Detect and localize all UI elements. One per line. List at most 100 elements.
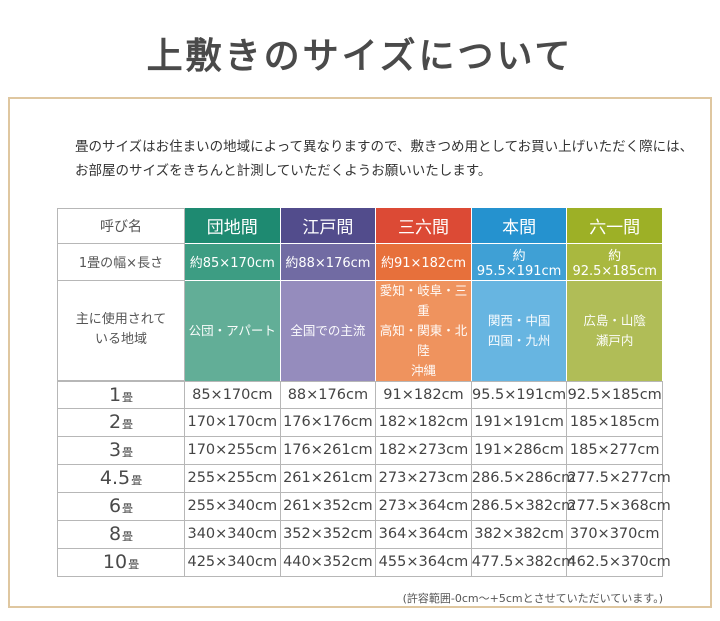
value-cell: 255×340cm [185, 492, 281, 521]
value-cell: 340×340cm [185, 520, 281, 549]
content-box: 畳のサイズはお住まいの地域によって異なりますので、敷きつめ用としてお買い上げいた… [8, 97, 712, 608]
row-label: 10畳 [57, 548, 185, 577]
region-line: 広島・山陰 [583, 312, 646, 328]
value-cell: 85×170cm [185, 380, 281, 409]
region-cell: 公団・アパート [185, 280, 281, 381]
row-label: 3畳 [57, 436, 185, 465]
value-cell: 191×191cm [471, 408, 568, 437]
row-label: 8畳 [57, 520, 185, 549]
row-label: 2畳 [57, 408, 185, 437]
region-row: 主に使用されて いる地域 公団・アパート 全国での主流 愛知・岐阜・三重 高知・… [57, 280, 663, 381]
value-cell: 170×170cm [185, 408, 281, 437]
row-label-unit: 畳 [122, 446, 134, 460]
region-cell: 関西・中国 四国・九州 [471, 280, 568, 381]
region-line: 瀬戸内 [595, 332, 634, 348]
value-cell: 261×352cm [280, 492, 377, 521]
intro-text: 畳のサイズはお住まいの地域によって異なりますので、敷きつめ用としてお買い上げいた… [75, 135, 694, 184]
row-label: 6畳 [57, 492, 185, 521]
row-label-unit: 畳 [122, 418, 134, 432]
region-line: 四国・九州 [487, 332, 551, 348]
region-line: 沖縄 [410, 362, 436, 378]
row-label-unit: 畳 [122, 502, 134, 516]
value-cell: 440×352cm [280, 548, 377, 577]
table-row-8jo: 8畳 340×340cm 352×352cm 364×364cm 382×382… [57, 520, 663, 549]
row-label-number: 10 [102, 551, 128, 574]
size-cell: 約95.5×191cm [471, 243, 568, 281]
region-row-label: 主に使用されて いる地域 [57, 280, 185, 381]
region-cell: 愛知・岐阜・三重 高知・関東・北陸 沖縄 [376, 280, 472, 381]
value-cell: 462.5×370cm [567, 548, 671, 577]
row-label: 4.5畳 [57, 464, 185, 493]
column-header-honma: 本間 [471, 207, 568, 244]
table-row-2jo: 2畳 170×170cm 176×176cm 182×182cm 191×191… [57, 408, 663, 437]
value-cell: 273×364cm [376, 492, 472, 521]
value-cell: 88×176cm [280, 380, 377, 409]
row-label-number: 2 [108, 411, 122, 434]
size-cell: 約91×182cm [376, 243, 472, 281]
table-row-1jo: 1畳 85×170cm 88×176cm 91×182cm 95.5×191cm… [57, 380, 663, 409]
page-title: 上敷きのサイズについて [146, 35, 574, 77]
region-cell: 全国での主流 [280, 280, 377, 381]
size-cell: 約88×176cm [280, 243, 377, 281]
row-label-unit: 畳 [131, 474, 143, 488]
row-label-number: 3 [108, 439, 122, 462]
value-cell: 176×176cm [280, 408, 377, 437]
row-label-unit: 畳 [122, 390, 134, 404]
tolerance-footnote: (許容範囲-0cm〜+5cmとさせていただいています。) [402, 591, 663, 605]
value-cell: 477.5×382cm [471, 548, 575, 577]
size-row-label: 1畳の幅×長さ [57, 243, 185, 281]
value-cell: 185×185cm [567, 408, 663, 437]
value-cell: 95.5×191cm [471, 380, 568, 409]
value-cell: 352×352cm [280, 520, 377, 549]
row-label: 1畳 [57, 380, 185, 409]
size-cell: 約85×170cm [185, 243, 281, 281]
value-cell: 277.5×277cm [567, 464, 671, 493]
row-label-unit: 畳 [122, 530, 134, 544]
value-cell: 255×255cm [185, 464, 281, 493]
intro-line-2: お部屋のサイズをきちんと計測していただくようお願いいたします。 [75, 163, 492, 180]
row-label-number: 4.5 [99, 467, 131, 490]
region-cell: 広島・山陰 瀬戸内 [567, 280, 663, 381]
row-label-number: 6 [108, 495, 122, 518]
value-cell: 382×382cm [471, 520, 568, 549]
column-header-rokuichima: 六一間 [567, 207, 663, 244]
corner-label: 呼び名 [57, 207, 185, 244]
one-mat-size-row: 1畳の幅×長さ 約85×170cm 約88×176cm 約91×182cm 約9… [57, 243, 663, 281]
table-row-4-5jo: 4.5畳 255×255cm 261×261cm 273×273cm 286.5… [57, 464, 671, 493]
value-cell: 92.5×185cm [567, 380, 663, 409]
row-label-number: 1 [108, 383, 122, 406]
table-row-3jo: 3畳 170×255cm 176×261cm 182×273cm 191×286… [57, 436, 663, 465]
size-cell: 約92.5×185cm [567, 243, 663, 281]
value-cell: 364×364cm [376, 520, 472, 549]
value-cell: 286.5×382cm [471, 492, 575, 521]
intro-line-1: 畳のサイズはお住まいの地域によって異なりますので、敷きつめ用としてお買い上げいた… [75, 139, 694, 155]
value-cell: 425×340cm [185, 548, 281, 577]
region-line: 公団・アパート [188, 322, 276, 338]
value-cell: 191×286cm [471, 436, 568, 465]
region-line: 高知・関東・北陸 [379, 322, 468, 358]
header-row: 呼び名 団地間 江戸間 三六間 本間 六一間 [57, 207, 663, 244]
value-cell: 277.5×368cm [567, 492, 671, 521]
value-cell: 91×182cm [376, 380, 472, 409]
region-line: 全国での主流 [290, 322, 366, 338]
region-line: 愛知・岐阜・三重 [379, 282, 468, 318]
row-label-number: 8 [108, 523, 122, 546]
value-cell: 176×261cm [280, 436, 377, 465]
value-cell: 273×273cm [376, 464, 472, 493]
value-cell: 185×277cm [567, 436, 663, 465]
value-cell: 182×273cm [376, 436, 472, 465]
value-cell: 286.5×286cm [471, 464, 575, 493]
value-cell: 261×261cm [280, 464, 377, 493]
column-header-danchima: 団地間 [185, 207, 281, 244]
region-label-line-1: 主に使用されて [75, 311, 167, 327]
value-cell: 370×370cm [567, 520, 663, 549]
column-header-edoma: 江戸間 [280, 207, 377, 244]
table-row-10jo: 10畳 425×340cm 440×352cm 455×364cm 477.5×… [57, 548, 671, 577]
value-cell: 455×364cm [376, 548, 472, 577]
value-cell: 170×255cm [185, 436, 281, 465]
value-cell: 182×182cm [376, 408, 472, 437]
row-label-unit: 畳 [128, 558, 140, 572]
table-row-6jo: 6畳 255×340cm 261×352cm 273×364cm 286.5×3… [57, 492, 671, 521]
tatami-size-table: 呼び名 団地間 江戸間 三六間 本間 六一間 1畳の幅×長さ 約85×170cm… [57, 207, 671, 577]
region-line: 関西・中国 [487, 312, 551, 328]
